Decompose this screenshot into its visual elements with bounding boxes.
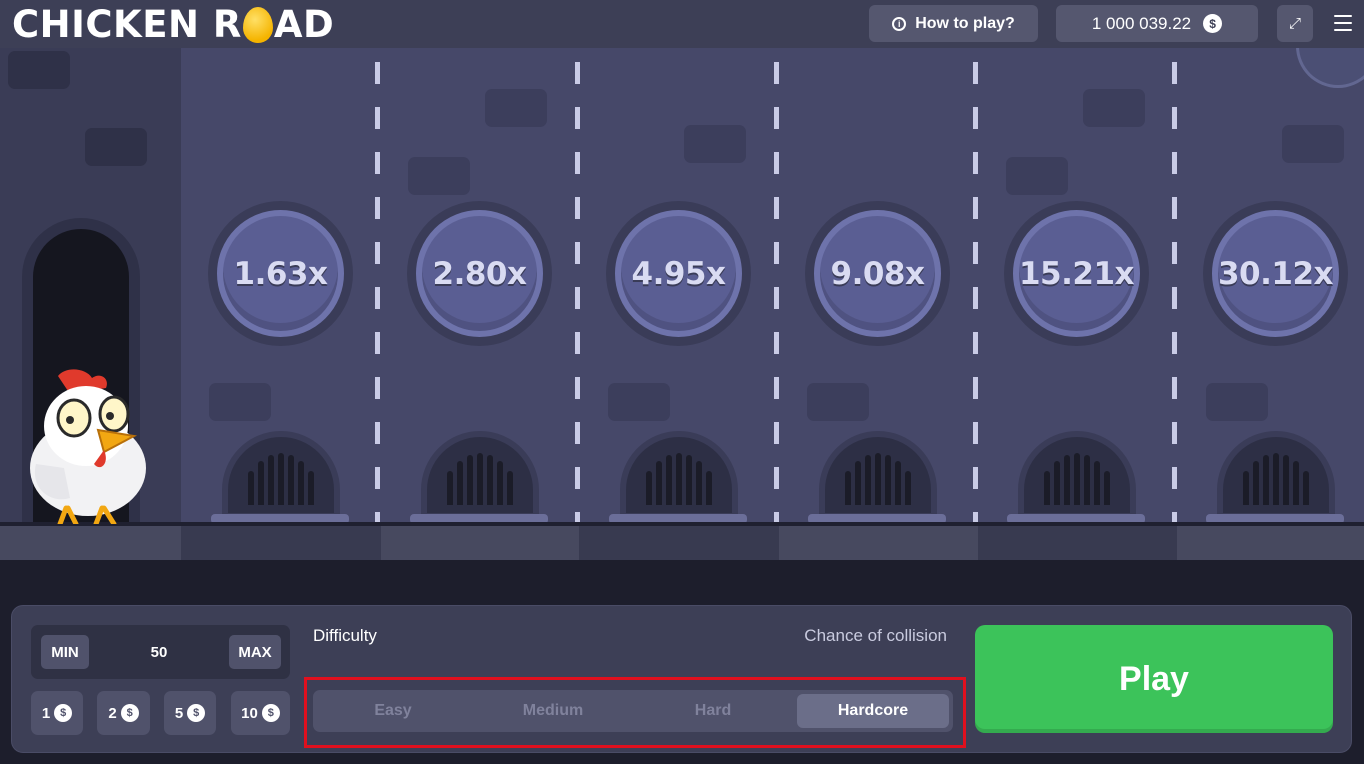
curb [779, 526, 978, 560]
play-button[interactable]: Play [975, 625, 1333, 733]
lane-1-multiplier-tile[interactable]: 1.63x [208, 201, 353, 346]
sewer-grate-icon [1018, 431, 1136, 519]
grate-base [410, 514, 548, 524]
grate-base [1007, 514, 1145, 524]
quick-bet-amount: 2 [108, 704, 117, 722]
lane-divider [375, 62, 380, 524]
multiplier-value: 15.21x [1018, 255, 1135, 292]
wall-brick [8, 51, 70, 89]
hamburger-icon-line [1334, 22, 1352, 24]
hamburger-icon-line [1334, 15, 1352, 17]
quick-bet-10-button[interactable]: 10 $ [231, 691, 290, 735]
game-logo: CHICKEN R AD [12, 3, 334, 46]
dollar-coin-icon: $ [54, 704, 73, 722]
lane-6-multiplier-tile[interactable]: 30.12x [1203, 201, 1348, 346]
tile-ring: 30.12x [1212, 210, 1339, 337]
difficulty-medium-option[interactable]: Medium [522, 702, 584, 719]
wall-brick [684, 125, 746, 163]
bet-amount-input[interactable]: 50 [150, 643, 168, 661]
multiplier-value: 9.08x [830, 255, 925, 292]
difficulty-highlight-box [304, 677, 966, 748]
balance-display: 1 000 039.22 $ [1056, 5, 1258, 42]
lane-5-multiplier-tile[interactable]: 15.21x [1004, 201, 1149, 346]
fullscreen-button[interactable]: ⤢ [1277, 5, 1313, 42]
max-bet-button[interactable]: MAX [229, 635, 281, 669]
difficulty-easy-option[interactable]: Easy [374, 702, 412, 719]
sewer-grate-icon [421, 431, 539, 519]
difficulty-hardcore-option[interactable]: Hardcore [797, 694, 949, 728]
curb [978, 526, 1177, 560]
curb [181, 526, 381, 560]
dollar-coin-icon: $ [1203, 14, 1223, 33]
menu-button[interactable] [1326, 6, 1360, 40]
road-edge [0, 522, 1364, 526]
multiplier-value: 4.95x [631, 255, 726, 292]
min-bet-button[interactable]: MIN [41, 635, 89, 669]
golden-egg-icon [242, 6, 273, 43]
grate-base [808, 514, 946, 524]
lane-4-multiplier-tile[interactable]: 9.08x [805, 201, 950, 346]
tile-ring: 2.80x [416, 210, 543, 337]
logo-text-start: CHICKEN R [12, 3, 242, 46]
collision-chance-label: Chance of collision [804, 626, 947, 645]
wall-brick [807, 383, 869, 421]
quick-bet-amount: 5 [174, 704, 184, 722]
lane-divider [1172, 62, 1177, 524]
dollar-coin-icon: $ [187, 704, 206, 722]
wall-brick [1083, 89, 1145, 127]
sewer-grate-icon [222, 431, 340, 519]
dollar-coin-icon: $ [261, 704, 280, 722]
lane-divider [774, 62, 779, 524]
wall-brick [85, 128, 147, 166]
lane-divider [575, 62, 580, 524]
lane-2-multiplier-tile[interactable]: 2.80x [407, 201, 552, 346]
chicken-icon [30, 369, 146, 524]
how-to-play-button[interactable]: i How to play? [869, 5, 1038, 42]
difficulty-label: Difficulty [313, 626, 377, 645]
tile-ring: 4.95x [615, 210, 742, 337]
info-icon: i [892, 16, 907, 31]
quick-bet-amount: 1 [41, 704, 51, 722]
lane-divider [973, 62, 978, 524]
quick-bet-1-button[interactable]: 1 $ [31, 691, 83, 735]
multiplier-value: 2.80x [432, 255, 527, 292]
quick-bet-2-button[interactable]: 2 $ [97, 691, 150, 735]
tile-ring: 15.21x [1013, 210, 1140, 337]
curb [1177, 526, 1364, 560]
game-scene: 1.63x 2.80x 4.95x 9.08x 15.21x 30.12x [0, 48, 1364, 560]
difficulty-hard-option[interactable]: Hard [694, 702, 732, 719]
quick-bet-5-button[interactable]: 5 $ [164, 691, 216, 735]
curb [579, 526, 779, 560]
wall-brick [1006, 157, 1068, 195]
wall-brick [1282, 125, 1344, 163]
grate-base [211, 514, 349, 524]
tile-ring: 9.08x [814, 210, 941, 337]
hamburger-icon-line [1334, 29, 1352, 31]
sewer-grate-icon [819, 431, 937, 519]
grate-base [1206, 514, 1344, 524]
multiplier-value: 30.12x [1217, 255, 1334, 292]
expand-icon: ⤢ [1288, 15, 1301, 32]
multiplier-value: 1.63x [233, 255, 328, 292]
dollar-coin-icon: $ [120, 704, 139, 722]
curb [381, 526, 579, 560]
wall-brick [1206, 383, 1268, 421]
logo-text-end: AD [273, 3, 335, 46]
curb [0, 526, 181, 560]
how-to-play-label: How to play? [915, 14, 1015, 32]
grate-base [609, 514, 747, 524]
balance-value: 1 000 039.22 [1091, 13, 1192, 33]
wall-brick [209, 383, 271, 421]
wall-brick [408, 157, 470, 195]
lane-3-multiplier-tile[interactable]: 4.95x [606, 201, 751, 346]
wall-brick [485, 89, 547, 127]
sewer-grate-icon [620, 431, 738, 519]
quick-bet-amount: 10 [241, 704, 258, 722]
tile-ring: 1.63x [217, 210, 344, 337]
sewer-grate-icon [1217, 431, 1335, 519]
wall-brick [608, 383, 670, 421]
top-bar: CHICKEN R AD i How to play? 1 000 039.22 … [0, 0, 1364, 48]
